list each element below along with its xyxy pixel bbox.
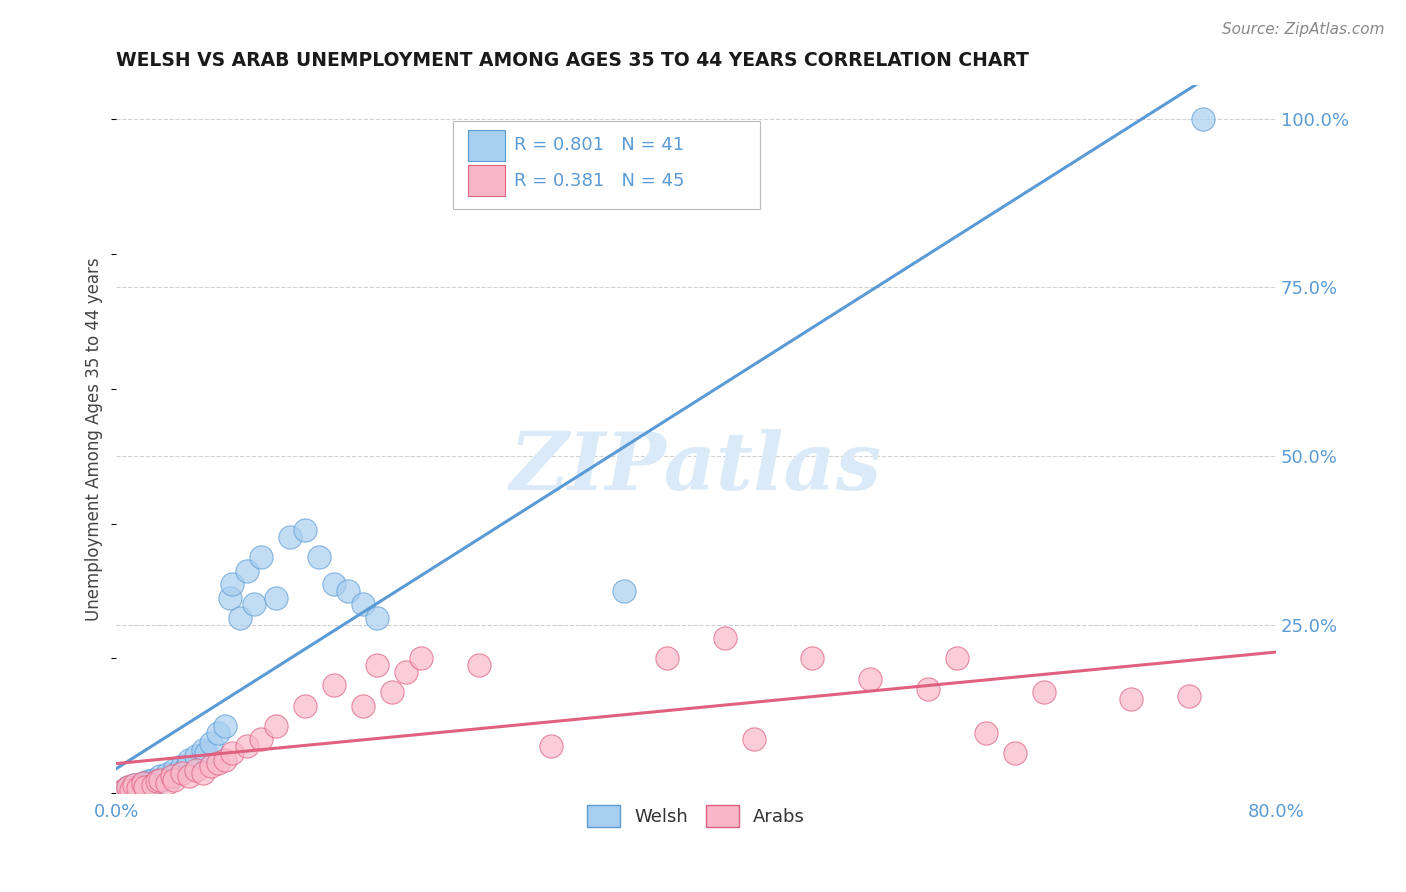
Point: [657, 651, 679, 665]
Point: [174, 761, 197, 775]
Point: [236, 564, 259, 578]
Point: [112, 783, 135, 797]
Point: [120, 783, 142, 797]
Point: [200, 736, 222, 750]
Point: [742, 732, 765, 747]
Point: [540, 739, 562, 753]
Point: [218, 591, 240, 605]
Point: [250, 550, 273, 565]
Point: [322, 577, 344, 591]
Point: [160, 770, 183, 784]
Point: [195, 746, 218, 760]
Point: [131, 776, 153, 790]
Point: [1192, 112, 1215, 126]
Point: [186, 749, 208, 764]
Point: [149, 770, 172, 784]
Point: [122, 778, 145, 792]
Point: [186, 763, 208, 777]
Point: [221, 577, 243, 591]
Point: [308, 550, 330, 565]
Point: [177, 770, 200, 784]
Point: [395, 665, 418, 679]
Point: [122, 778, 145, 792]
Point: [134, 780, 156, 794]
Point: [142, 778, 165, 792]
Point: [214, 753, 236, 767]
Point: [322, 678, 344, 692]
Point: [352, 598, 374, 612]
Point: [409, 651, 432, 665]
Point: [142, 772, 165, 787]
Point: [156, 776, 179, 790]
FancyBboxPatch shape: [468, 165, 505, 196]
Point: [149, 772, 172, 787]
Point: [156, 767, 179, 781]
Point: [170, 766, 193, 780]
Point: [163, 772, 186, 787]
Point: [200, 759, 222, 773]
Point: [366, 658, 388, 673]
Point: [120, 780, 142, 795]
Point: [714, 631, 737, 645]
Point: [193, 742, 215, 756]
Point: [166, 766, 188, 780]
Point: [381, 685, 404, 699]
Point: [127, 780, 149, 794]
Point: [221, 746, 243, 760]
Point: [146, 774, 169, 789]
Point: [280, 530, 302, 544]
Point: [264, 719, 287, 733]
Point: [352, 698, 374, 713]
Point: [134, 778, 156, 792]
Point: [207, 756, 229, 770]
Point: [1033, 685, 1056, 699]
Point: [117, 780, 139, 794]
Point: [250, 732, 273, 747]
Point: [243, 598, 266, 612]
Point: [801, 651, 824, 665]
Point: [177, 753, 200, 767]
Point: [152, 772, 174, 787]
Point: [127, 780, 149, 795]
Text: R = 0.381   N = 45: R = 0.381 N = 45: [515, 172, 685, 190]
Point: [1004, 746, 1026, 760]
Point: [138, 774, 160, 789]
Point: [236, 739, 259, 753]
Point: [228, 611, 250, 625]
Point: [294, 524, 316, 538]
Point: [112, 783, 135, 797]
Point: [294, 698, 316, 713]
Point: [163, 763, 186, 777]
Point: [193, 766, 215, 780]
Point: [974, 725, 997, 739]
Point: [1119, 692, 1142, 706]
Point: [214, 719, 236, 733]
Point: [366, 611, 388, 625]
Point: [207, 725, 229, 739]
Point: [131, 776, 153, 790]
Point: [142, 776, 165, 790]
Point: [859, 672, 882, 686]
Legend: Welsh, Arabs: Welsh, Arabs: [581, 797, 813, 834]
Point: [946, 651, 969, 665]
Text: Source: ZipAtlas.com: Source: ZipAtlas.com: [1222, 22, 1385, 37]
Point: [117, 780, 139, 794]
Text: WELSH VS ARAB UNEMPLOYMENT AMONG AGES 35 TO 44 YEARS CORRELATION CHART: WELSH VS ARAB UNEMPLOYMENT AMONG AGES 35…: [117, 51, 1029, 70]
Point: [468, 658, 491, 673]
Point: [613, 584, 636, 599]
Point: [1178, 689, 1201, 703]
Y-axis label: Unemployment Among Ages 35 to 44 years: Unemployment Among Ages 35 to 44 years: [86, 258, 103, 621]
Point: [160, 770, 183, 784]
Point: [337, 584, 360, 599]
Text: R = 0.801   N = 41: R = 0.801 N = 41: [515, 136, 685, 154]
Point: [170, 759, 193, 773]
FancyBboxPatch shape: [468, 129, 505, 161]
Text: ZIPatlas: ZIPatlas: [510, 429, 883, 507]
FancyBboxPatch shape: [453, 120, 761, 209]
Point: [917, 681, 939, 696]
Point: [264, 591, 287, 605]
